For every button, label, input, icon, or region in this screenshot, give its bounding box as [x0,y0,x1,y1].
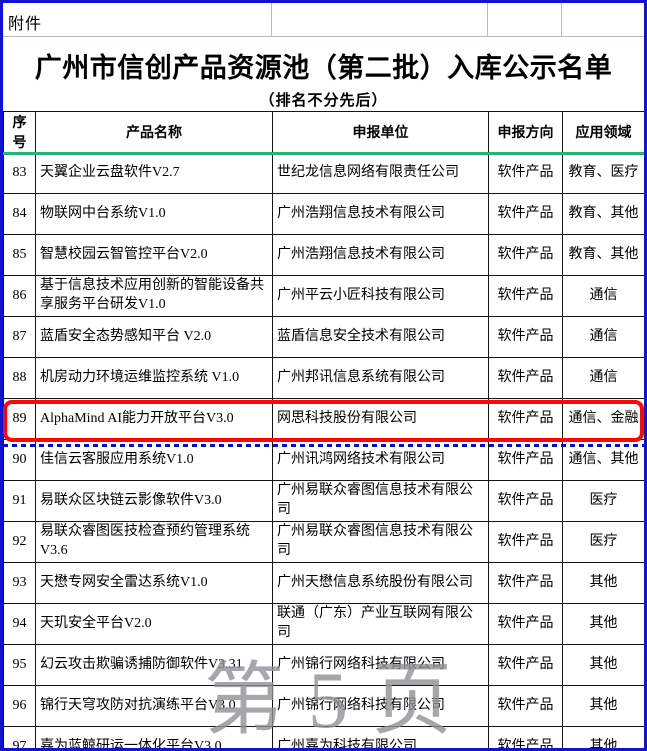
cell-no[interactable]: 86 [3,275,36,317]
cell-product[interactable]: 幻云攻击欺骗诱捕防御软件V3.31 [35,644,273,686]
page-break-line [3,443,644,447]
table-row[interactable]: 85 智慧校园云智管控平台V2.0 广州浩翔信息技术有限公司 软件产品 教育、其他 [3,234,644,276]
cell-product[interactable]: 智慧校园云智管控平台V2.0 [35,234,273,276]
cell-product[interactable]: 蓝盾安全态势感知平台 V2.0 [35,316,273,358]
cell-product[interactable]: 易联众区块链云影像软件V3.0 [35,480,273,522]
column-header: 应用领域 [562,111,644,153]
table-row[interactable]: 88 机房动力环境运维监控系统 V1.0 广州邦讯信息系统有限公司 软件产品 通信 [3,357,644,399]
cell-direction[interactable]: 软件产品 [488,398,563,440]
title-block: 广州市信创产品资源池（第二批）入库公示名单 （排名不分先后） [3,37,644,111]
table-header-row: 序号 产品名称 申报单位 申报方向 应用领域 [3,111,644,153]
products-table: 序号 产品名称 申报单位 申报方向 应用领域 83 天翼企业云盘软件V2.7 世纪龙信息网络… [3,111,644,748]
cell-direction[interactable]: 软件产品 [488,685,563,727]
cell-no[interactable]: 84 [3,193,36,235]
cell-company[interactable]: 广州平云小匠科技有限公司 [272,275,489,317]
top-cell-empty-2 [488,3,562,36]
cell-company[interactable]: 广州邦讯信息系统有限公司 [272,357,489,399]
cell-product[interactable]: 天玑安全平台V2.0 [35,603,273,645]
cell-product[interactable]: 物联网中台系统V1.0 [35,193,273,235]
cell-no[interactable]: 92 [3,521,36,563]
cell-no[interactable]: 83 [3,152,36,194]
cell-direction[interactable]: 软件产品 [488,603,563,645]
cell-no[interactable]: 94 [3,603,36,645]
cell-field[interactable]: 通信 [562,357,644,399]
column-header: 申报单位 [272,111,489,153]
cell-no[interactable]: 93 [3,562,36,604]
cell-no[interactable]: 97 [3,726,36,748]
cell-product[interactable]: 机房动力环境运维监控系统 V1.0 [35,357,273,399]
table-row[interactable]: 97 嘉为蓝鲸研运一体化平台V3.0 广州嘉为科技有限公司 软件产品 其他 [3,726,644,748]
cell-field[interactable]: 其他 [562,603,644,645]
cell-field[interactable]: 医疗 [562,521,644,563]
cell-direction[interactable]: 软件产品 [488,316,563,358]
cell-field[interactable]: 其他 [562,726,644,748]
cell-field[interactable]: 其他 [562,685,644,727]
cell-field[interactable]: 教育、其他 [562,193,644,235]
cell-field[interactable]: 其他 [562,644,644,686]
cell-direction[interactable]: 软件产品 [488,562,563,604]
column-header: 申报方向 [488,111,563,153]
cell-no[interactable]: 87 [3,316,36,358]
cell-no[interactable]: 95 [3,644,36,686]
attachment-label: 附件 [8,16,43,33]
table-row[interactable]: 84 物联网中台系统V1.0 广州浩翔信息技术有限公司 软件产品 教育、其他 [3,193,644,235]
page-subtitle: （排名不分先后） [259,93,388,109]
cell-field[interactable]: 通信、金融 [562,398,644,440]
cell-no[interactable]: 85 [3,234,36,276]
table-row[interactable]: 93 天懋专网安全雷达系统V1.0 广州天懋信息系统股份有限公司 软件产品 其他 [3,562,644,604]
cell-company[interactable]: 世纪龙信息网络有限责任公司 [272,152,489,194]
page-title: 广州市信创产品资源池（第二批）入库公示名单 [34,53,613,83]
table-row[interactable]: 94 天玑安全平台V2.0 联通（广东）产业互联网有限公司 软件产品 其他 [3,603,644,645]
cell-field[interactable]: 教育、其他 [562,234,644,276]
cell-no[interactable]: 91 [3,480,36,522]
highlight-box [3,399,644,442]
cell-company[interactable]: 广州天懋信息系统股份有限公司 [272,562,489,604]
cell-direction[interactable]: 软件产品 [488,234,563,276]
table-row[interactable]: 86 基于信息技术应用创新的智能设备共享服务平台研发V1.0 广州平云小匠科技有限公… [3,275,644,317]
cell-direction[interactable]: 软件产品 [488,480,563,522]
table-row[interactable]: 95 幻云攻击欺骗诱捕防御软件V3.31 广州锦行网络科技有限公司 软件产品 其他 [3,644,644,686]
spreadsheet-top-row: 附件 [3,3,644,37]
table-row[interactable]: 91 易联众区块链云影像软件V3.0 广州易联众睿图信息技术有限公司 软件产品 医疗 [3,480,644,522]
cell-direction[interactable]: 软件产品 [488,275,563,317]
cell-company[interactable]: 广州易联众睿图信息技术有限公司 [272,521,489,563]
cell-direction[interactable]: 软件产品 [488,726,563,748]
cell-direction[interactable]: 软件产品 [488,193,563,235]
top-cell-empty-3 [562,3,644,36]
cell-product[interactable]: 易联众睿图医技检查预约管理系统V3.6 [35,521,273,563]
cell-company[interactable]: 广州浩翔信息技术有限公司 [272,193,489,235]
cell-product[interactable]: 天懋专网安全雷达系统V1.0 [35,562,273,604]
cell-company[interactable]: 广州浩翔信息技术有限公司 [272,234,489,276]
cell-direction[interactable]: 软件产品 [488,152,563,194]
cell-direction[interactable]: 软件产品 [488,644,563,686]
cell-field[interactable]: 其他 [562,562,644,604]
cell-company[interactable]: 蓝盾信息安全技术有限公司 [272,316,489,358]
cell-no[interactable]: 96 [3,685,36,727]
cell-direction[interactable]: 软件产品 [488,357,563,399]
cell-company[interactable]: 广州锦行网络科技有限公司 [272,644,489,686]
top-cell-empty-1 [272,3,488,36]
cell-field[interactable]: 通信 [562,316,644,358]
cell-field[interactable]: 教育、医疗 [562,152,644,194]
cell-product[interactable]: 天翼企业云盘软件V2.7 [35,152,273,194]
cell-product[interactable]: AlphaMind AI能力开放平台V3.0 [35,398,273,440]
table-row[interactable]: 92 易联众睿图医技检查预约管理系统V3.6 广州易联众睿图信息技术有限公司 软件产品… [3,521,644,563]
header-underline [3,151,644,155]
page-number-watermark: 第 5 页 [204,657,454,745]
cell-company[interactable]: 广州易联众睿图信息技术有限公司 [272,480,489,522]
cell-field[interactable]: 医疗 [562,480,644,522]
column-header: 产品名称 [35,111,273,153]
table-row[interactable]: 87 蓝盾安全态势感知平台 V2.0 蓝盾信息安全技术有限公司 软件产品 通信 [3,316,644,358]
table-row[interactable]: 83 天翼企业云盘软件V2.7 世纪龙信息网络有限责任公司 软件产品 教育、医疗 [3,152,644,194]
cell-product[interactable]: 基于信息技术应用创新的智能设备共享服务平台研发V1.0 [35,275,273,317]
top-cell-attachment: 附件 [3,3,272,36]
column-header: 序号 [3,111,36,153]
table-body: 83 天翼企业云盘软件V2.7 世纪龙信息网络有限责任公司 软件产品 教育、医疗 84 物联… [3,152,644,748]
cell-company[interactable]: 联通（广东）产业互联网有限公司 [272,603,489,645]
cell-no[interactable]: 88 [3,357,36,399]
cell-direction[interactable]: 软件产品 [488,521,563,563]
cell-field[interactable]: 通信 [562,275,644,317]
